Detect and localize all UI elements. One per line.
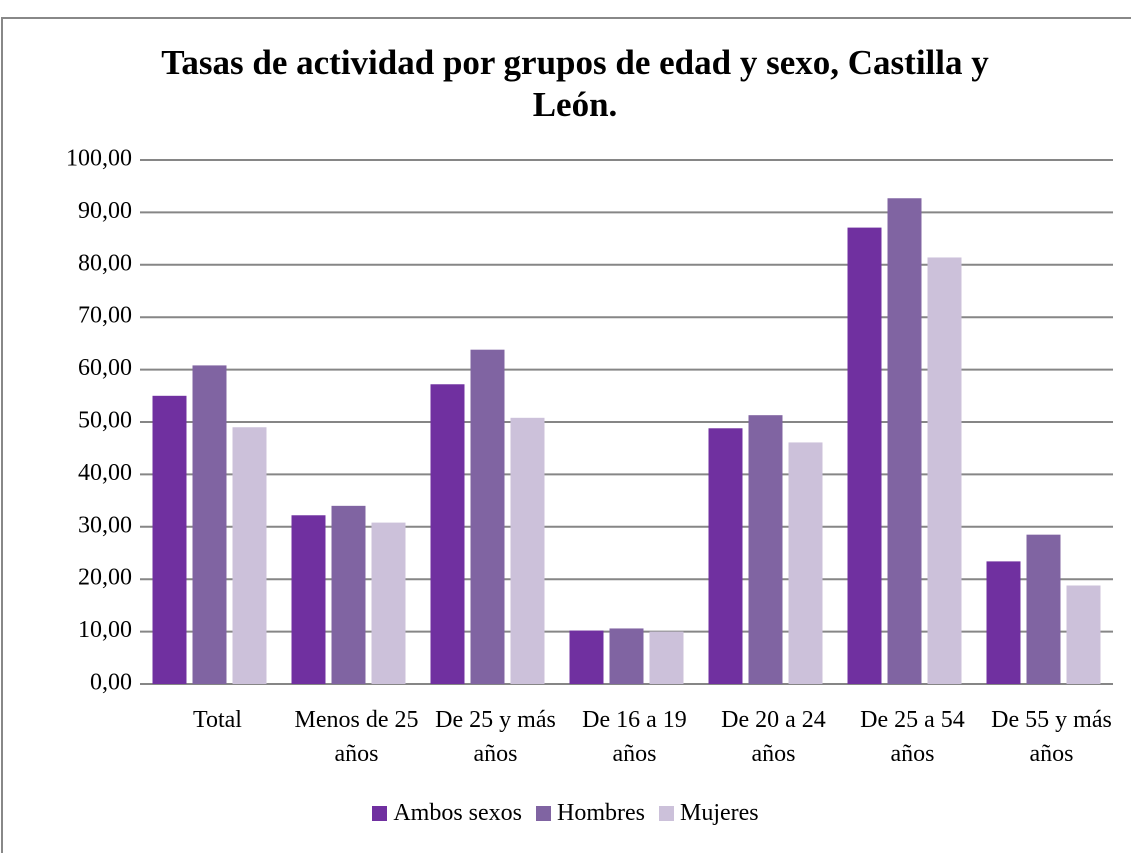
bar <box>510 417 545 684</box>
y-tick-label: 30,00 <box>78 512 132 538</box>
bar <box>371 522 406 684</box>
legend-swatch <box>536 806 552 821</box>
bar <box>986 561 1021 684</box>
x-tick-label: Total <box>193 707 242 733</box>
y-tick-label: 60,00 <box>78 355 132 381</box>
legend-label: Ambos sexos <box>393 800 523 826</box>
legend-swatch <box>372 806 388 821</box>
chart-frame <box>1 17 1131 853</box>
x-tick-label: De 55 y más años <box>991 707 1112 767</box>
bar <box>430 384 465 684</box>
bar <box>152 395 187 684</box>
legend-item: Hombres <box>536 800 645 827</box>
x-tick-label: De 20 a 24 años <box>721 707 826 767</box>
legend: Ambos sexos Hombres Mujeres <box>0 800 1131 827</box>
legend-label: Mujeres <box>680 800 759 826</box>
y-tick-label: 0,00 <box>90 670 132 696</box>
bar <box>331 505 366 684</box>
bar <box>887 198 922 684</box>
bar <box>847 227 882 684</box>
chart-title: Tasas de actividad por grupos de edad y … <box>161 43 989 124</box>
legend-label: Hombres <box>557 800 645 826</box>
bar <box>291 515 326 684</box>
bar <box>232 427 267 684</box>
y-tick-label: 80,00 <box>78 250 132 276</box>
bar <box>748 415 783 684</box>
bar <box>649 631 684 684</box>
y-tick-label: 70,00 <box>78 303 132 329</box>
x-tick-label: Menos de 25 años <box>294 707 419 767</box>
y-tick-label: 50,00 <box>78 408 132 434</box>
x-tick-label: De 25 a 54 años <box>860 707 965 767</box>
y-tick-label: 90,00 <box>78 198 132 224</box>
legend-item: Mujeres <box>659 800 759 827</box>
legend-item: Ambos sexos <box>372 800 522 827</box>
y-tick-label: 40,00 <box>78 460 132 486</box>
bar <box>192 365 227 684</box>
x-tick-label: De 16 a 19 años <box>582 707 687 767</box>
y-tick-label: 10,00 <box>78 617 132 643</box>
bar <box>1026 534 1061 684</box>
y-tick-label: 20,00 <box>78 565 132 591</box>
bar <box>708 428 743 684</box>
bar <box>788 442 823 684</box>
bar <box>609 628 644 684</box>
bar <box>470 349 505 684</box>
x-tick-label: De 25 y más años <box>435 707 556 767</box>
bar <box>569 630 604 684</box>
legend-swatch <box>659 806 674 821</box>
bar <box>927 257 962 684</box>
y-tick-label: 100,00 <box>66 146 132 172</box>
bar <box>1066 585 1101 684</box>
